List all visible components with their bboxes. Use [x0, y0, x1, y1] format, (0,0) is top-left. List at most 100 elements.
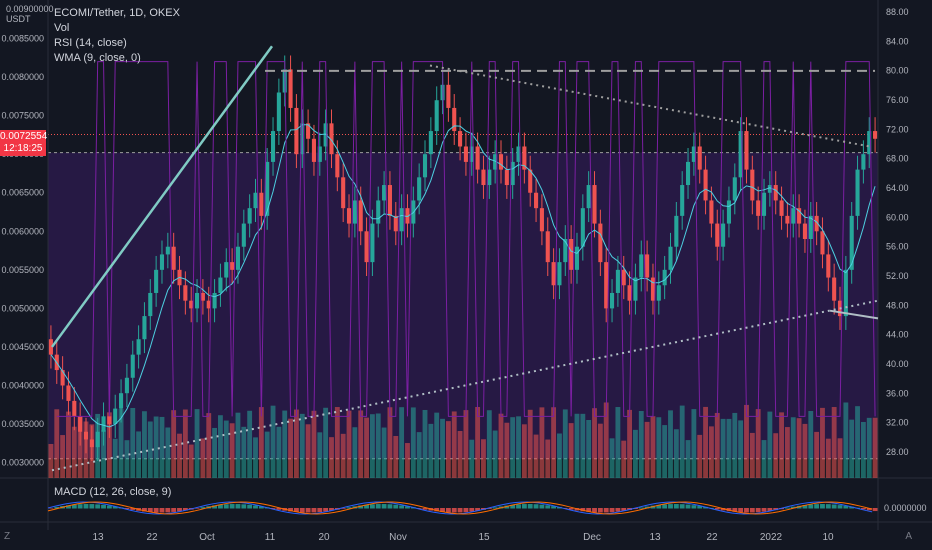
zoom-button[interactable]: Z — [4, 531, 11, 542]
volume-bar — [703, 406, 708, 478]
volume-bar — [533, 434, 539, 478]
macd-bar — [276, 508, 282, 510]
macd-bar — [218, 504, 223, 509]
wma-indicator-label[interactable]: WMA (9, close, 0) — [54, 52, 141, 64]
volume-bar — [305, 424, 311, 478]
volume-bar — [212, 427, 218, 478]
volume-bar — [276, 426, 282, 478]
left-axis-tick: 0.0050000 — [1, 303, 44, 313]
right-axis-tick: 56.00 — [886, 242, 909, 252]
volume-bar — [457, 431, 463, 478]
macd-bar — [831, 504, 837, 509]
macd-bar — [434, 508, 440, 512]
macd-bar — [843, 505, 849, 509]
currency-unit: USDT — [6, 14, 31, 24]
volume-bar — [177, 433, 182, 478]
volume-bar — [545, 439, 551, 478]
candle — [335, 154, 340, 178]
candle — [691, 146, 696, 162]
candle — [779, 200, 784, 216]
volume-bar — [410, 407, 416, 478]
macd-bar — [89, 504, 95, 509]
volume-bar — [574, 413, 580, 478]
macd-bar — [317, 508, 323, 513]
candle — [604, 262, 609, 309]
volume-bar — [825, 438, 831, 478]
symbol-title[interactable]: ECOMI/Tether, 1D, OKEX — [54, 7, 180, 19]
candle — [463, 146, 468, 162]
volume-bar — [241, 426, 247, 478]
candle — [721, 223, 726, 247]
macd-bar — [200, 507, 206, 509]
macd-bar — [311, 508, 317, 513]
candle — [376, 200, 381, 224]
candle — [715, 223, 720, 247]
macd-indicator-label[interactable]: MACD (12, 26, close, 9) — [54, 486, 172, 498]
vol-indicator-label[interactable]: Vol — [54, 22, 70, 34]
candle — [130, 354, 135, 378]
macd-bar — [469, 508, 475, 512]
volume-bar — [790, 417, 796, 478]
macd-bar — [872, 508, 878, 512]
volume-bar — [340, 433, 346, 478]
volume-bar — [264, 431, 270, 478]
candle — [598, 223, 603, 263]
x-axis-tick: 15 — [478, 532, 490, 543]
candle — [797, 208, 802, 224]
candle — [83, 431, 89, 440]
auto-scale-button[interactable]: A — [905, 531, 912, 542]
left-axis-tick: 0.0035000 — [1, 419, 44, 429]
volume-bar — [855, 406, 860, 478]
macd-bar — [802, 505, 808, 509]
candle — [107, 416, 112, 425]
macd-bar — [627, 508, 633, 510]
candle — [826, 254, 831, 278]
candle — [159, 254, 165, 270]
volume-bar — [147, 421, 153, 478]
volume-bar — [562, 409, 568, 478]
volume-bar — [112, 438, 118, 478]
rsi-indicator-label[interactable]: RSI (14, close) — [54, 37, 127, 49]
candle — [434, 100, 439, 132]
macd-bar — [580, 508, 586, 512]
candle — [522, 146, 527, 170]
volume-bar — [206, 413, 212, 478]
macd-bar — [405, 506, 410, 509]
macd-bar — [732, 508, 738, 512]
candle — [709, 200, 714, 224]
volume-bar — [194, 409, 200, 478]
macd-bar — [527, 504, 533, 509]
volume-bar — [416, 432, 422, 478]
macd-bar — [761, 508, 767, 512]
left-axis-tick: 0.0030000 — [1, 458, 44, 468]
volume-bar — [481, 439, 486, 478]
macd-bar — [533, 504, 539, 509]
volume-bar — [142, 411, 147, 478]
macd-bar — [54, 507, 60, 509]
volume-bar — [814, 431, 820, 478]
macd-bar — [486, 508, 492, 509]
candle — [370, 223, 375, 263]
volume-bar — [66, 411, 71, 478]
candle — [101, 416, 106, 432]
candle — [212, 292, 217, 309]
candle — [364, 231, 369, 263]
macd-bar — [738, 508, 744, 513]
macd-bar — [551, 506, 557, 509]
candle — [545, 231, 550, 263]
macd-bar — [66, 505, 71, 509]
candle — [119, 393, 124, 409]
candle — [674, 215, 679, 247]
right-axis-tick: 80.00 — [886, 66, 909, 76]
candle — [89, 439, 94, 448]
macd-bar — [539, 504, 545, 509]
candle — [113, 408, 118, 425]
volume-bar — [165, 427, 171, 478]
macd-bar — [159, 508, 165, 513]
volume-bar — [136, 431, 142, 478]
candle — [329, 123, 334, 155]
candle — [656, 285, 661, 301]
macd-bar — [714, 508, 720, 510]
macd-bar — [545, 505, 551, 509]
